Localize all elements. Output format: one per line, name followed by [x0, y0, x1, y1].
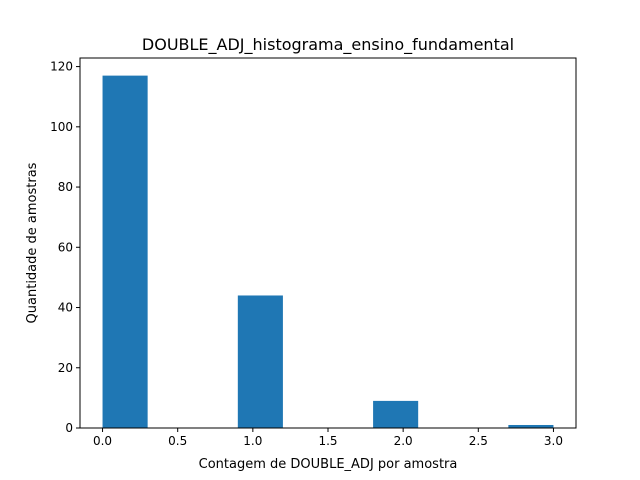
x-tick-label: 0.0 [93, 434, 112, 448]
y-tick-label: 120 [50, 60, 73, 74]
histogram-bar-3 [237, 295, 283, 428]
histogram-bar-6 [373, 400, 419, 428]
x-tick-label: 2.0 [394, 434, 413, 448]
y-tick-label: 0 [65, 421, 73, 435]
x-tick-label: 1.0 [243, 434, 262, 448]
y-tick-label: 100 [50, 120, 73, 134]
histogram-bar-0 [102, 75, 148, 428]
y-axis-ticks: 0 20 40 60 80 100 120 [50, 60, 80, 435]
plot-frame [79, 57, 577, 429]
y-tick-label: 60 [58, 240, 73, 254]
y-tick-label: 40 [58, 301, 73, 315]
x-tick-label: 3.0 [544, 434, 563, 448]
x-axis-label: Contagem de DOUBLE_ADJ por amostra [199, 457, 458, 472]
y-axis-label: Quantidade de amostras [25, 162, 40, 323]
histogram-bar-9 [508, 424, 554, 428]
bars-group [102, 75, 554, 428]
x-axis-ticks: 0.0 0.5 1.0 1.5 2.0 2.5 3.0 [93, 428, 563, 448]
chart-title: DOUBLE_ADJ_histograma_ensino_fundamental [142, 35, 514, 55]
y-tick-label: 80 [58, 180, 73, 194]
x-tick-label: 2.5 [469, 434, 488, 448]
y-tick-label: 20 [58, 361, 73, 375]
x-tick-label: 1.5 [318, 434, 337, 448]
x-tick-label: 0.5 [168, 434, 187, 448]
